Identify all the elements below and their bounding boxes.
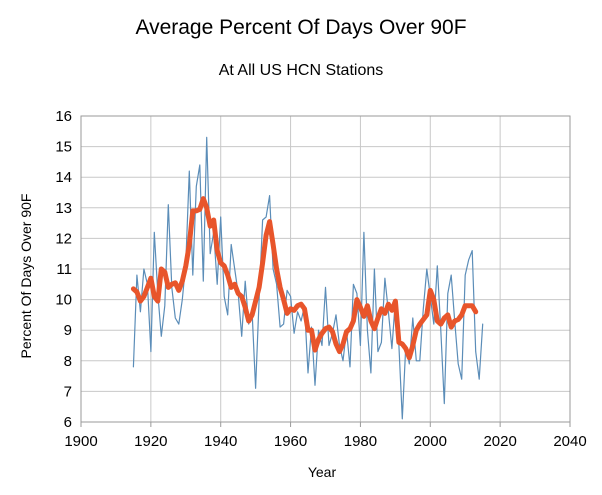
x-tick-label: 1960 [274, 433, 307, 450]
y-tick-label: 16 [55, 108, 72, 125]
x-axis-label: Year [308, 464, 337, 480]
chart-title: Average Percent Of Days Over 90F [135, 16, 467, 39]
series-group [130, 136, 484, 420]
x-tick-label: 2040 [553, 433, 586, 450]
x-tick-label: 1980 [344, 433, 377, 450]
x-tick-label: 1940 [204, 433, 237, 450]
gridlines [80, 115, 571, 423]
y-tick-label: 11 [56, 261, 72, 278]
y-tick-label: 13 [55, 200, 72, 217]
plot-border [80, 115, 571, 423]
plot-area [80, 115, 571, 427]
y-tick-label: 14 [55, 169, 72, 186]
x-tick-label: 1900 [64, 433, 97, 450]
y-tick-label: 6 [64, 414, 72, 431]
x-tick-label: 1920 [134, 433, 167, 450]
chart-subtitle: At All US HCN Stations [218, 62, 384, 79]
x-tick-label: 2020 [483, 433, 516, 450]
y-tick-label: 10 [55, 292, 72, 309]
y-tick-label: 12 [55, 230, 72, 247]
x-tick-label: 2000 [414, 433, 447, 450]
x-tick-labels: 1900 1920 1940 1960 1980 2000 2020 2040 [64, 433, 586, 450]
y-axis-label: Percent Of Days Over 90F [18, 194, 34, 359]
series-line-smoothed [130, 196, 479, 361]
y-tick-label: 15 [55, 139, 72, 156]
y-tick-label: 7 [64, 383, 72, 400]
y-tick-labels: 6 7 8 9 10 11 12 13 14 15 16 [55, 108, 72, 431]
y-tick-label: 9 [64, 322, 72, 339]
y-tick-label: 8 [64, 353, 72, 370]
